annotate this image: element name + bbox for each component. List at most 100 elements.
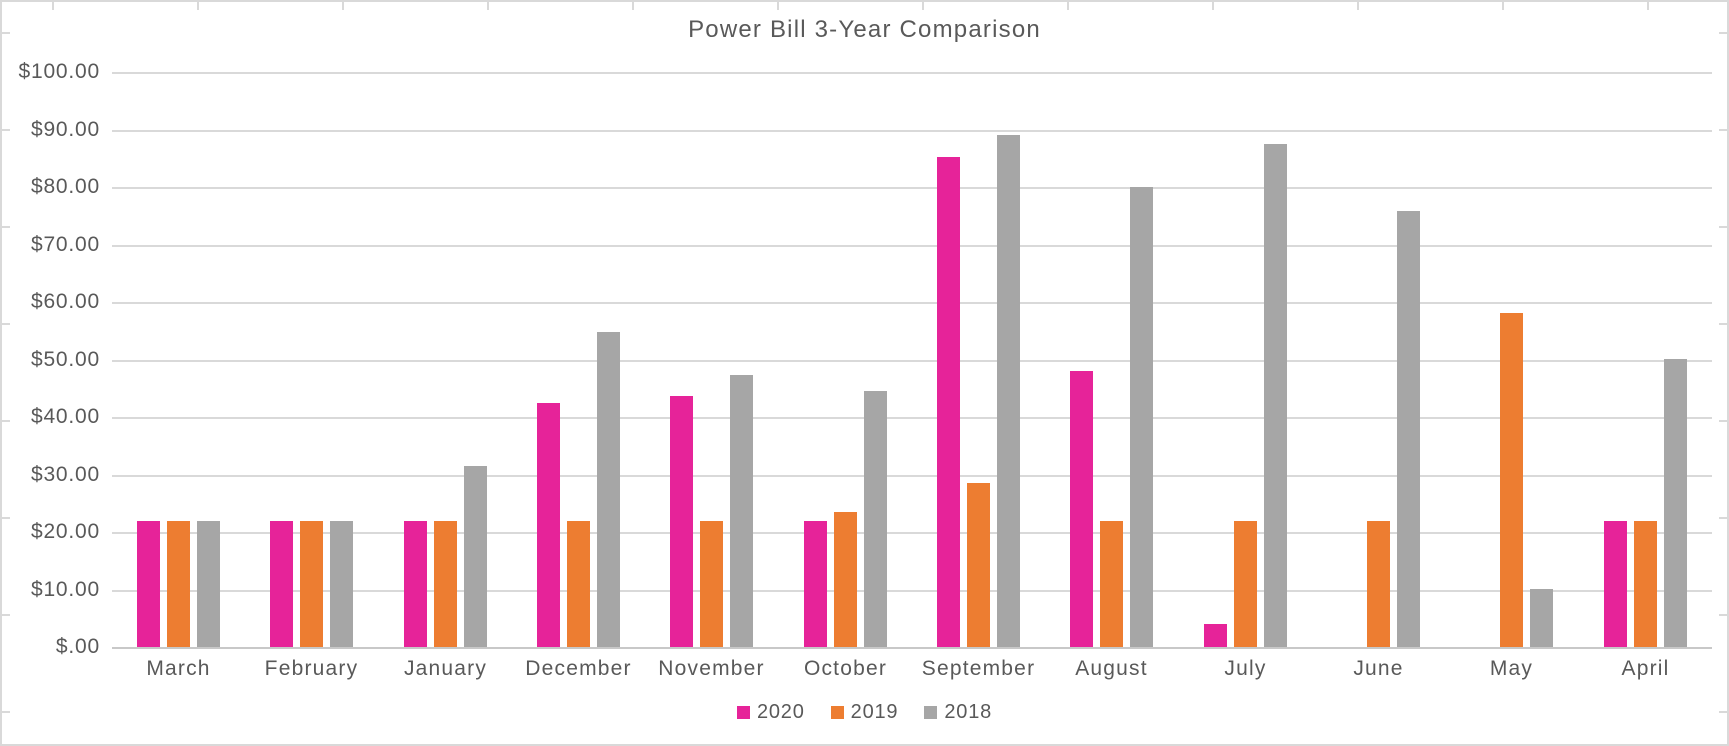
column-gridline-tick: [632, 2, 634, 10]
gridline: [112, 187, 1712, 189]
legend: 2020 2019 2018: [2, 701, 1727, 724]
column-gridline-tick: [1502, 2, 1504, 10]
bar-group-february: [245, 72, 378, 647]
gridline: [112, 532, 1712, 534]
bar-2020-july: [1204, 624, 1227, 647]
column-gridline-tick: [197, 2, 199, 10]
y-tick-label: $100.00: [18, 60, 100, 83]
bar-2020-december: [537, 403, 560, 647]
y-tick-label: $10.00: [30, 578, 100, 601]
bar-2019-august: [1100, 521, 1123, 647]
x-tick-label-october: October: [803, 657, 888, 680]
row-gridline-tick: [1719, 420, 1727, 422]
bar-2018-september: [997, 135, 1020, 647]
column-gridline-tick: [1647, 2, 1649, 10]
column-gridline-tick: [922, 2, 924, 10]
x-tick-label-february: February: [264, 657, 359, 680]
bar-2018-july: [1264, 144, 1287, 647]
gridline: [112, 360, 1712, 362]
y-tick-label: $90.00: [30, 118, 100, 141]
x-tick-label-january: January: [403, 657, 488, 680]
legend-label-2018: 2018: [944, 701, 993, 723]
bar-2019-january: [434, 521, 457, 647]
bar-group-january: [379, 72, 512, 647]
bar-group-october: [779, 72, 912, 647]
bar-group-november: [645, 72, 778, 647]
row-gridline-tick: [1719, 711, 1727, 713]
y-tick-label: $80.00: [30, 175, 100, 198]
gridline: [112, 130, 1712, 132]
row-gridline-tick: [2, 517, 10, 519]
bar-group-june: [1312, 72, 1445, 647]
legend-label-2019: 2019: [850, 701, 899, 723]
column-gridline-tick: [342, 2, 344, 10]
y-tick-label: $.00: [55, 635, 100, 658]
row-gridline-tick: [2, 32, 10, 34]
bar-2020-october: [804, 521, 827, 647]
x-tick-label-august: August: [1075, 657, 1148, 680]
bar-2018-november: [730, 375, 753, 647]
legend-swatch-2018: [924, 706, 938, 719]
row-gridline-tick: [2, 129, 10, 131]
row-gridline-tick: [2, 711, 10, 713]
row-gridline-tick: [1719, 323, 1727, 325]
gridline: [112, 417, 1712, 419]
x-tick-label-march: March: [146, 657, 211, 680]
column-gridline-tick: [777, 2, 779, 10]
bar-2019-december: [567, 521, 590, 647]
y-tick-label: $60.00: [30, 290, 100, 313]
gridline: [112, 302, 1712, 304]
bar-2019-april: [1634, 521, 1657, 647]
bar-2019-november: [700, 521, 723, 647]
legend-item-2020: 2020: [736, 701, 805, 724]
bar-group-july: [1179, 72, 1312, 647]
legend-label-2020: 2020: [756, 701, 805, 723]
x-tick-label-april: April: [1621, 657, 1670, 680]
legend-swatch-2020: [736, 706, 750, 719]
column-gridline-tick: [52, 2, 54, 10]
bar-2019-june: [1367, 521, 1390, 647]
gridline: [112, 245, 1712, 247]
row-gridline-tick: [1719, 517, 1727, 519]
legend-item-2019: 2019: [830, 701, 899, 724]
y-tick-label: $50.00: [30, 348, 100, 371]
bar-2019-february: [300, 521, 323, 647]
bar-2018-june: [1397, 211, 1420, 647]
x-tick-label-december: December: [525, 657, 632, 680]
column-gridline-tick: [1067, 2, 1069, 10]
x-tick-label-november: November: [658, 657, 765, 680]
bar-2018-january: [464, 466, 487, 647]
bar-2018-august: [1130, 187, 1153, 647]
gridline: [112, 590, 1712, 592]
bar-group-march: [112, 72, 245, 647]
bar-2020-march: [137, 521, 160, 647]
bar-2020-september: [937, 157, 960, 647]
bar-2020-august: [1070, 371, 1093, 647]
bar-group-december: [512, 72, 645, 647]
bar-2018-march: [197, 521, 220, 647]
bar-2019-march: [167, 521, 190, 647]
x-tick-label-may: May: [1489, 657, 1534, 680]
legend-swatch-2019: [830, 706, 844, 719]
gridline: [112, 72, 1712, 74]
row-gridline-tick: [2, 420, 10, 422]
y-tick-label: $20.00: [30, 520, 100, 543]
bar-2020-january: [404, 521, 427, 647]
gridline: [112, 475, 1712, 477]
bar-2020-november: [670, 396, 693, 647]
x-tick-label-september: September: [921, 657, 1036, 680]
y-tick-label: $30.00: [30, 463, 100, 486]
bar-2018-april: [1664, 359, 1687, 647]
chart-title: Power Bill 3-Year Comparison: [688, 16, 1041, 43]
bar-2019-september: [967, 483, 990, 647]
plot-area: [112, 72, 1712, 649]
column-gridline-tick: [1357, 2, 1359, 10]
column-gridline-tick: [1212, 2, 1214, 10]
row-gridline-tick: [1719, 226, 1727, 228]
bar-2018-october: [864, 391, 887, 647]
x-tick-label-july: July: [1224, 657, 1267, 680]
x-tick-label-june: June: [1353, 657, 1404, 680]
bar-2018-may: [1530, 589, 1553, 647]
row-gridline-tick: [1719, 614, 1727, 616]
